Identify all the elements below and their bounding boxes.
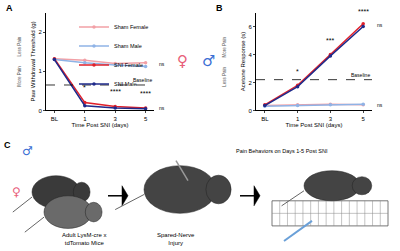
- svg-text:ns: ns: [377, 22, 383, 28]
- svg-text:Less Pain: Less Pain: [17, 36, 22, 56]
- svg-text:Acetone Response (s): Acetone Response (s): [240, 32, 246, 91]
- svg-text:Less Pain: Less Pain: [222, 66, 227, 86]
- svg-text:C: C: [4, 140, 11, 150]
- svg-text:B: B: [216, 3, 223, 13]
- svg-text:Baseline: Baseline: [133, 77, 152, 83]
- svg-text:♀: ♀: [177, 52, 188, 70]
- svg-text:***: ***: [326, 37, 334, 44]
- svg-text:5: 5: [144, 116, 148, 122]
- svg-text:3: 3: [114, 116, 118, 122]
- svg-text:*: *: [83, 84, 86, 91]
- svg-text:*: *: [296, 68, 299, 75]
- svg-text:Time Post SNI (days): Time Post SNI (days): [286, 122, 343, 128]
- svg-text:2: 2: [38, 29, 42, 35]
- svg-text:Paw Withdrawal Threshold (g): Paw Withdrawal Threshold (g): [30, 21, 36, 101]
- svg-text:****: ****: [110, 88, 121, 95]
- svg-text:1: 1: [83, 116, 87, 122]
- svg-text:♂: ♂: [202, 52, 215, 70]
- svg-text:BL: BL: [51, 116, 59, 122]
- svg-text:Sham Male: Sham Male: [114, 43, 142, 49]
- svg-text:ns: ns: [377, 102, 383, 108]
- svg-text:ns: ns: [159, 105, 165, 111]
- svg-text:1: 1: [296, 116, 300, 122]
- svg-text:SNI Male: SNI Male: [114, 81, 137, 87]
- svg-text:♀: ♀: [12, 185, 21, 199]
- svg-text:A: A: [6, 3, 13, 13]
- svg-text:0: 0: [248, 108, 252, 114]
- svg-text:0: 0: [38, 108, 42, 114]
- svg-text:ns: ns: [159, 61, 165, 67]
- svg-text:SNI Female: SNI Female: [114, 62, 143, 68]
- svg-text:More Pain: More Pain: [17, 66, 22, 87]
- svg-text:BL: BL: [261, 116, 269, 122]
- svg-text:Sham Female: Sham Female: [114, 24, 148, 30]
- svg-text:Spared-NerveInjury: Spared-NerveInjury: [157, 232, 195, 246]
- svg-text:Adult LysM-cre xtdTomato Mice: Adult LysM-cre xtdTomato Mice: [62, 232, 106, 246]
- svg-text:Pain Behaviors on Days 1-5 Pos: Pain Behaviors on Days 1-5 Post SNI: [236, 148, 328, 154]
- svg-text:Time Post SNI (days): Time Post SNI (days): [72, 122, 129, 128]
- svg-text:2: 2: [248, 80, 252, 86]
- svg-text:4: 4: [248, 52, 252, 58]
- svg-text:1: 1: [38, 68, 42, 74]
- svg-text:3: 3: [329, 116, 333, 122]
- svg-text:More Pain: More Pain: [222, 36, 227, 57]
- svg-text:♂: ♂: [22, 144, 33, 158]
- svg-text:5: 5: [362, 116, 366, 122]
- svg-text:6: 6: [248, 24, 252, 30]
- svg-text:****: ****: [358, 8, 369, 15]
- svg-text:Baseline: Baseline: [351, 72, 370, 78]
- svg-text:****: ****: [140, 90, 151, 97]
